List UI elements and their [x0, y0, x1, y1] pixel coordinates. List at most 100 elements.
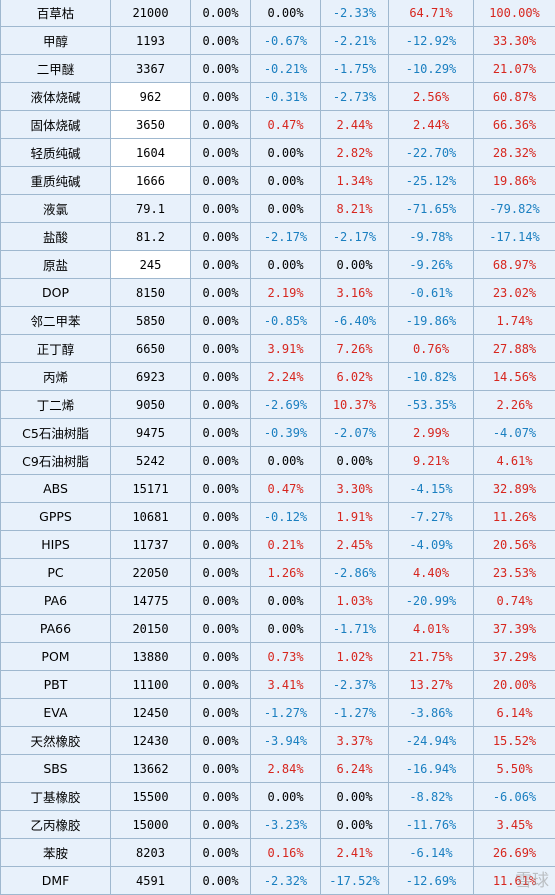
change-2-cell: 1.26% — [250, 558, 321, 587]
price-cell: 21000 — [110, 0, 191, 27]
price-cell: 22050 — [110, 558, 191, 587]
change-5-cell: 11.26% — [473, 502, 555, 531]
price-cell: 10681 — [110, 502, 191, 531]
change-2-cell: -2.69% — [250, 390, 321, 419]
price-cell: 13662 — [110, 754, 191, 783]
change-4-cell: -9.78% — [388, 222, 474, 251]
table-row: 液体烧碱 962 0.00% -0.31% -2.73% 2.56% 60.87% — [0, 82, 555, 111]
price-cell: 1193 — [110, 26, 191, 55]
change-1-cell: 0.00% — [190, 306, 251, 335]
change-5-cell: 0.74% — [473, 586, 555, 615]
change-3-cell: 0.00% — [320, 446, 389, 475]
change-4-cell: -8.82% — [388, 782, 474, 811]
price-cell: 3367 — [110, 54, 191, 83]
change-2-cell: 0.16% — [250, 838, 321, 867]
change-3-cell: 10.37% — [320, 390, 389, 419]
product-name-cell: 丁基橡胶 — [0, 782, 111, 811]
change-1-cell: 0.00% — [190, 54, 251, 83]
price-cell: 81.2 — [110, 222, 191, 251]
table-row: PA66 20150 0.00% 0.00% -1.71% 4.01% 37.39% — [0, 614, 555, 643]
change-1-cell: 0.00% — [190, 250, 251, 279]
price-cell: 9050 — [110, 390, 191, 419]
table-row: 天然橡胶 12430 0.00% -3.94% 3.37% -24.94% 15.52% — [0, 726, 555, 755]
change-1-cell: 0.00% — [190, 614, 251, 643]
table-row: 百草枯 21000 0.00% 0.00% -2.33% 64.71% 100.00% — [0, 0, 555, 27]
table-row: C5石油树脂 9475 0.00% -0.39% -2.07% 2.99% -4.07% — [0, 418, 555, 447]
change-3-cell: -1.71% — [320, 614, 389, 643]
table-row: 液氯 79.1 0.00% 0.00% 8.21% -71.65% -79.82% — [0, 194, 555, 223]
product-name-cell: C9石油树脂 — [0, 446, 111, 475]
change-1-cell: 0.00% — [190, 418, 251, 447]
product-name-cell: DMF — [0, 866, 111, 895]
change-5-cell: 2.26% — [473, 390, 555, 419]
product-name-cell: 丙烯 — [0, 362, 111, 391]
table-row: PC 22050 0.00% 1.26% -2.86% 4.40% 23.53% — [0, 558, 555, 587]
table-row: 甲醇 1193 0.00% -0.67% -2.21% -12.92% 33.30% — [0, 26, 555, 55]
change-4-cell: 2.99% — [388, 418, 474, 447]
price-cell: 15171 — [110, 474, 191, 503]
change-5-cell: 60.87% — [473, 82, 555, 111]
change-2-cell: -0.39% — [250, 418, 321, 447]
change-2-cell: 0.00% — [250, 194, 321, 223]
product-name-cell: 轻质纯碱 — [0, 138, 111, 167]
price-cell: 6650 — [110, 334, 191, 363]
change-5-cell: 20.56% — [473, 530, 555, 559]
product-name-cell: SBS — [0, 754, 111, 783]
product-name-cell: 苯胺 — [0, 838, 111, 867]
price-cell: 11100 — [110, 670, 191, 699]
change-2-cell: 0.47% — [250, 110, 321, 139]
change-5-cell: 27.88% — [473, 334, 555, 363]
change-1-cell: 0.00% — [190, 138, 251, 167]
product-name-cell: 液氯 — [0, 194, 111, 223]
change-1-cell: 0.00% — [190, 278, 251, 307]
change-1-cell: 0.00% — [190, 810, 251, 839]
change-4-cell: -10.29% — [388, 54, 474, 83]
change-4-cell: -25.12% — [388, 166, 474, 195]
change-2-cell: 0.00% — [250, 166, 321, 195]
product-name-cell: 盐酸 — [0, 222, 111, 251]
change-5-cell: 1.74% — [473, 306, 555, 335]
price-cell: 13880 — [110, 642, 191, 671]
change-1-cell: 0.00% — [190, 726, 251, 755]
product-name-cell: 乙丙橡胶 — [0, 810, 111, 839]
product-name-cell: 正丁醇 — [0, 334, 111, 363]
product-name-cell: HIPS — [0, 530, 111, 559]
change-3-cell: 8.21% — [320, 194, 389, 223]
change-3-cell: 3.30% — [320, 474, 389, 503]
change-4-cell: 0.76% — [388, 334, 474, 363]
table-row: PA6 14775 0.00% 0.00% 1.03% -20.99% 0.74% — [0, 586, 555, 615]
change-4-cell: 9.21% — [388, 446, 474, 475]
change-5-cell: 6.14% — [473, 698, 555, 727]
price-cell: 14775 — [110, 586, 191, 615]
change-3-cell: 1.02% — [320, 642, 389, 671]
change-1-cell: 0.00% — [190, 390, 251, 419]
price-cell: 3650 — [110, 110, 191, 139]
price-cell: 15500 — [110, 782, 191, 811]
product-name-cell: 固体烧碱 — [0, 110, 111, 139]
change-3-cell: 1.34% — [320, 166, 389, 195]
table-row: 原盐 245 0.00% 0.00% 0.00% -9.26% 68.97% — [0, 250, 555, 279]
table-row: 丁二烯 9050 0.00% -2.69% 10.37% -53.35% 2.26% — [0, 390, 555, 419]
change-4-cell: -16.94% — [388, 754, 474, 783]
change-4-cell: -4.09% — [388, 530, 474, 559]
table-row: 正丁醇 6650 0.00% 3.91% 7.26% 0.76% 27.88% — [0, 334, 555, 363]
change-2-cell: 0.00% — [250, 250, 321, 279]
change-2-cell: -2.32% — [250, 866, 321, 895]
change-3-cell: -17.52% — [320, 866, 389, 895]
product-name-cell: PBT — [0, 670, 111, 699]
table-row: 丁基橡胶 15500 0.00% 0.00% 0.00% -8.82% -6.06% — [0, 782, 555, 811]
change-5-cell: 20.00% — [473, 670, 555, 699]
price-cell: 9475 — [110, 418, 191, 447]
change-1-cell: 0.00% — [190, 446, 251, 475]
change-5-cell: 68.97% — [473, 250, 555, 279]
change-3-cell: 3.37% — [320, 726, 389, 755]
change-4-cell: 21.75% — [388, 642, 474, 671]
change-1-cell: 0.00% — [190, 334, 251, 363]
change-4-cell: -11.76% — [388, 810, 474, 839]
change-4-cell: 64.71% — [388, 0, 474, 27]
product-name-cell: 液体烧碱 — [0, 82, 111, 111]
change-2-cell: -0.31% — [250, 82, 321, 111]
change-4-cell: -71.65% — [388, 194, 474, 223]
change-4-cell: -12.92% — [388, 26, 474, 55]
change-4-cell: 4.01% — [388, 614, 474, 643]
